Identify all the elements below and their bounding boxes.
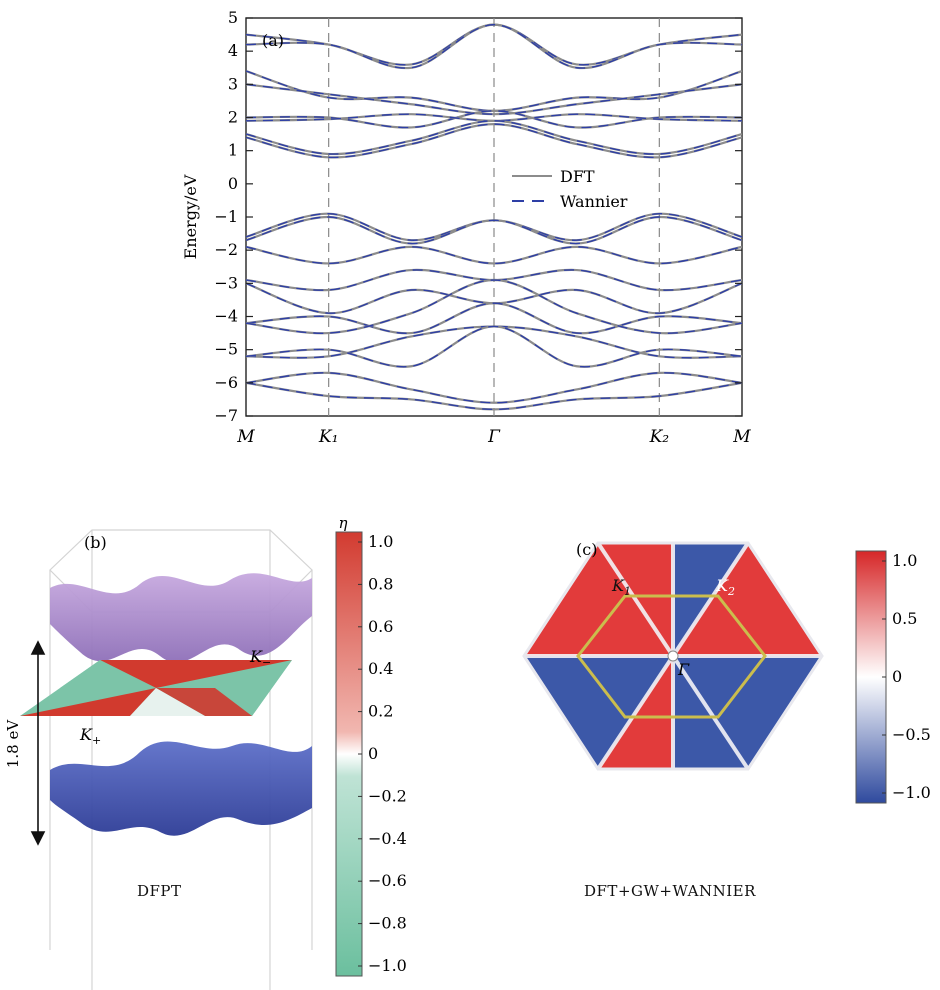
wannier-band-line xyxy=(246,279,742,334)
panel-c-tag: (c) xyxy=(576,540,597,559)
y-axis-label: Energy/eV xyxy=(181,174,200,259)
y-tick-label: 0 xyxy=(228,174,238,193)
eta-plane xyxy=(20,660,292,716)
panel-b-tag: (b) xyxy=(84,533,107,552)
caption-c: DFT+GW+WANNIER xyxy=(584,882,756,900)
y-tick-label: −7 xyxy=(214,406,238,425)
berry-hexagon xyxy=(522,541,824,771)
colorbar-tick-label: 0.8 xyxy=(368,574,393,593)
y-tick-label: −5 xyxy=(214,340,238,359)
colorbar-b-ticks: 1.0 0.8 0.6 0.4 0.2 0 −0.2 −0.4 −0.6 −0.8 −1.0 xyxy=(358,532,407,975)
wannier-band-line xyxy=(246,23,742,69)
wannier-band-line xyxy=(246,113,742,122)
high-symmetry-lines xyxy=(328,18,660,416)
y-tick-label: −4 xyxy=(214,307,238,326)
colorbar-c-ticks: 1.0 0.5 0 −0.5 −1.0 xyxy=(882,551,931,802)
dft-band-line xyxy=(246,70,742,112)
legend-dft-label: DFT xyxy=(560,167,595,186)
y-ticks: −7 −6 −5 −4 −3 −2 −1 0 1 2 3 4 5 xyxy=(214,8,742,425)
caption-b: DFPT xyxy=(137,882,182,900)
gap-label: 1.8 eV xyxy=(4,719,22,769)
y-tick-label: 1 xyxy=(228,141,238,160)
y-tick-label: −1 xyxy=(214,207,238,226)
wannier-band-line xyxy=(246,123,742,159)
x-tick-label: M xyxy=(236,427,255,447)
colorbar-c xyxy=(855,550,887,804)
y-tick-label: −6 xyxy=(214,373,238,392)
colorbar-tick-label: 0.4 xyxy=(368,659,393,678)
wannier-band-line xyxy=(246,325,742,368)
y-tick-label: 4 xyxy=(228,41,238,60)
legend-wannier-label: Wannier xyxy=(560,192,628,211)
brillouin-zone-hexagon xyxy=(576,594,767,719)
y-tick-label: −2 xyxy=(214,240,238,259)
wannier-band-line xyxy=(246,83,742,115)
wannier-band-line xyxy=(246,382,742,411)
x-tick-label: M xyxy=(732,427,751,447)
colorbar-tick-label: 0 xyxy=(892,667,902,686)
colorbar-b-title: η xyxy=(339,520,348,532)
upper-band-surface xyxy=(50,573,312,663)
colorbar-tick-label: −0.5 xyxy=(892,725,931,744)
colorbar-tick-label: 0 xyxy=(368,744,378,763)
y-tick-label: 5 xyxy=(228,8,238,27)
colorbar-tick-label: 1.0 xyxy=(892,551,917,570)
dft-band-line xyxy=(246,23,742,70)
y-tick-label: −3 xyxy=(214,273,238,292)
y-tick-label: 2 xyxy=(228,108,238,127)
colorbar-tick-label: 1.0 xyxy=(368,532,393,551)
y-tick-label: 3 xyxy=(228,74,238,93)
band-structure-chart: −7 −6 −5 −4 −3 −2 −1 0 1 2 3 4 5 M K₁ Γ K₂ M (a) Energy/… xyxy=(181,8,751,447)
panel-a-tag: (a) xyxy=(262,31,284,50)
colorbar-tick-label: −0.6 xyxy=(368,871,407,890)
colorbar-tick-label: 0.6 xyxy=(368,617,393,636)
gap-arrow xyxy=(30,640,46,846)
colorbar-tick-label: −0.8 xyxy=(368,914,407,933)
bands xyxy=(246,23,742,411)
x-tick-label: K₁ xyxy=(318,427,339,447)
legend: DFT Wannier xyxy=(512,167,628,211)
wannier-band-line xyxy=(246,120,742,155)
panel-c-illustration: (c) K1 K2 Γ 1.00.50−0.5−1.0 xyxy=(522,540,931,804)
wannier-band-line xyxy=(246,70,742,112)
dft-band-line xyxy=(246,245,742,265)
x-tick-label: K₂ xyxy=(649,427,670,447)
dft-band-line xyxy=(246,109,742,129)
wannier-band-line xyxy=(246,302,742,334)
colorbar-tick-label: −0.2 xyxy=(368,786,407,805)
wannier-band-line xyxy=(246,216,742,245)
colorbar-tick-label: −0.4 xyxy=(368,829,407,848)
colorbar-tick-label: 0.5 xyxy=(892,609,917,628)
dft-band-line xyxy=(246,371,742,404)
k-plus-label: K+ xyxy=(79,725,101,747)
x-tick-label: Γ xyxy=(487,427,501,447)
panel-b-illustration: 1.8 eV (b) K− K+ η 1.00.80.60.40.20−0.2−… xyxy=(4,520,407,990)
lower-band-surface xyxy=(50,741,312,836)
x-ticks: M K₁ Γ K₂ M xyxy=(236,427,751,447)
colorbar-tick-label: 0.2 xyxy=(368,702,393,721)
colorbar-tick-label: −1.0 xyxy=(368,956,407,975)
gamma-label: Γ xyxy=(677,660,690,679)
colorbar-tick-label: −1.0 xyxy=(892,783,931,802)
